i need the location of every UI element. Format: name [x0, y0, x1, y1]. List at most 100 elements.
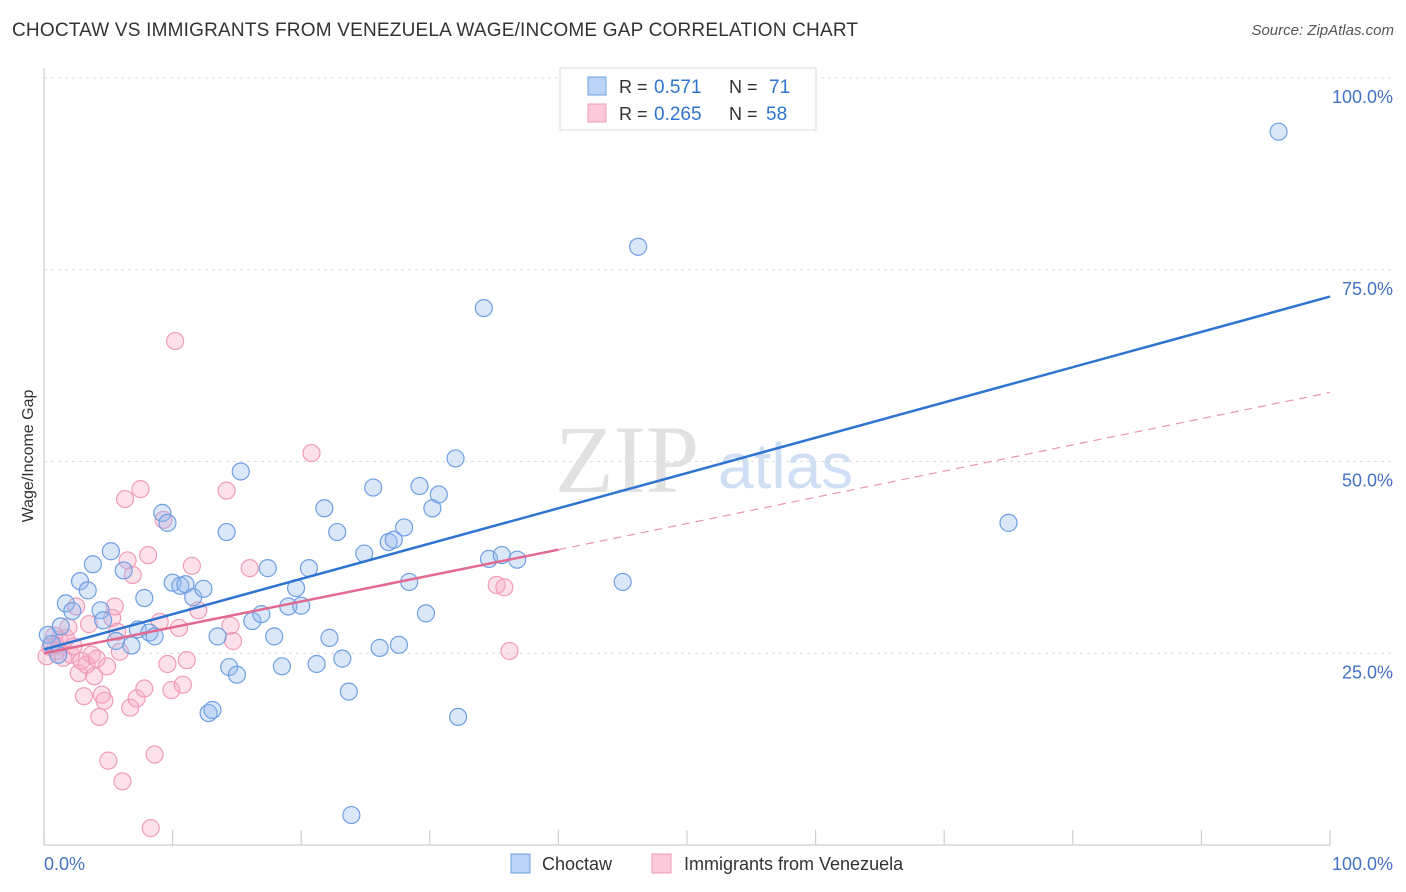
- choctaw-point: [101, 542, 120, 561]
- venezuela-point: [113, 772, 132, 791]
- venezuela-point: [97, 657, 117, 676]
- choctaw-point: [38, 625, 57, 644]
- choctaw-point: [63, 601, 82, 621]
- choctaw-point: [389, 635, 409, 654]
- choctaw-point: [217, 522, 236, 542]
- choctaw-point: [328, 522, 347, 542]
- venezuela-point: [158, 654, 177, 674]
- venezuela-point: [115, 489, 135, 509]
- watermark-atlas: atlas: [718, 430, 853, 502]
- choctaw-point: [333, 649, 352, 668]
- choctaw-point: [410, 476, 429, 496]
- legend-series: Choctaw Immigrants from Venezuela: [510, 853, 904, 874]
- venezuela-point: [99, 751, 118, 770]
- choctaw-point: [272, 657, 292, 676]
- y-tick-labels: 25.0% 50.0% 75.0% 100.0%: [1332, 87, 1393, 682]
- choctaw-point: [153, 503, 172, 522]
- choctaw-point: [416, 604, 436, 623]
- legend-n-label-2: N =: [729, 104, 758, 124]
- venezuela-point: [141, 819, 160, 838]
- choctaw-point: [258, 559, 277, 578]
- venezuela-point: [79, 615, 99, 634]
- watermark: ZIP atlas: [555, 406, 853, 513]
- y-axis-label: Wage/Income Gap: [20, 390, 37, 523]
- y-tick-label: 100.0%: [1332, 87, 1393, 107]
- legend-stats: R = 0.571 N = 71 R = 0.265 N = 58: [559, 67, 817, 131]
- choctaw-point: [83, 555, 102, 574]
- venezuela-point: [302, 443, 321, 463]
- venezuela-point: [500, 641, 519, 661]
- venezuela-point: [105, 597, 124, 616]
- series-choctaw-points: [38, 122, 1288, 825]
- legend-bottom-swatch-choctaw: [510, 853, 531, 874]
- choctaw-point: [70, 572, 90, 591]
- venezuela-point: [85, 667, 104, 686]
- choctaw-trend-line: [43, 295, 1331, 651]
- venezuela-point: [177, 651, 196, 670]
- choctaw-point: [1269, 122, 1288, 141]
- legend-bottom-label-choctaw: Choctaw: [542, 854, 613, 874]
- venezuela-point: [110, 642, 129, 661]
- choctaw-point: [231, 462, 250, 481]
- legend-r-label-2: R =: [619, 104, 648, 124]
- legend-n-value-2: 58: [766, 104, 787, 125]
- x-tick-label-min: 0.0%: [44, 854, 85, 874]
- choctaw-point: [94, 611, 113, 630]
- source-credit: Source: ZipAtlas.com: [1251, 22, 1394, 39]
- choctaw-point: [208, 627, 227, 646]
- choctaw-point: [135, 588, 154, 608]
- choctaw-point: [320, 628, 339, 648]
- venezuela-point: [123, 565, 142, 585]
- legend-bottom-swatch-venezuela: [651, 853, 672, 874]
- venezuela-point: [182, 556, 201, 575]
- venezuela-point: [90, 707, 109, 727]
- venezuela-point: [145, 745, 164, 764]
- choctaw-point: [394, 518, 414, 537]
- choctaw-point: [227, 665, 246, 684]
- choctaw-point: [114, 561, 133, 580]
- venezuela-point: [217, 481, 236, 500]
- choctaw-point: [265, 627, 284, 646]
- choctaw-point: [474, 299, 493, 318]
- choctaw-point: [339, 682, 358, 701]
- venezuela-point: [74, 687, 93, 706]
- choctaw-point: [446, 449, 465, 468]
- venezuela-point: [127, 689, 146, 708]
- choctaw-point: [78, 581, 97, 600]
- legend-r-value-1: 0.571: [654, 77, 702, 98]
- legend-n-value-1: 71: [769, 77, 790, 98]
- choctaw-point: [203, 700, 222, 720]
- choctaw-point: [158, 513, 177, 532]
- choctaw-point: [122, 636, 141, 655]
- choctaw-point: [307, 654, 326, 674]
- choctaw-point: [315, 499, 334, 518]
- x-tick-marks: [43, 830, 1331, 845]
- venezuela-point: [121, 698, 140, 717]
- choctaw-point: [629, 237, 648, 256]
- choctaw-point: [370, 638, 389, 657]
- venezuela-point: [95, 691, 114, 710]
- choctaw-point: [429, 485, 448, 504]
- legend-n-label-1: N =: [729, 77, 758, 97]
- choctaw-point: [342, 805, 361, 825]
- venezuela-point: [87, 649, 106, 668]
- venezuela-point: [221, 616, 240, 635]
- venezuela-point: [223, 631, 243, 651]
- choctaw-point: [51, 617, 70, 636]
- venezuela-point: [131, 480, 150, 499]
- legend-r-value-2: 0.265: [654, 104, 702, 125]
- y-tick-label: 75.0%: [1342, 279, 1393, 299]
- choctaw-point: [194, 579, 213, 598]
- choctaw-point: [613, 572, 632, 592]
- x-tick-label-max: 100.0%: [1332, 854, 1393, 874]
- watermark-zip: ZIP: [555, 406, 699, 513]
- legend-bottom-label-venezuela: Immigrants from Venezuela: [684, 854, 904, 874]
- venezuela-point: [139, 545, 158, 565]
- choctaw-point: [999, 513, 1018, 532]
- venezuela-point: [173, 675, 192, 694]
- choctaw-point: [364, 478, 383, 497]
- choctaw-point: [384, 530, 403, 549]
- venezuela-point: [166, 331, 185, 351]
- venezuela-trend-extension: [558, 391, 1331, 551]
- choctaw-point: [220, 657, 239, 677]
